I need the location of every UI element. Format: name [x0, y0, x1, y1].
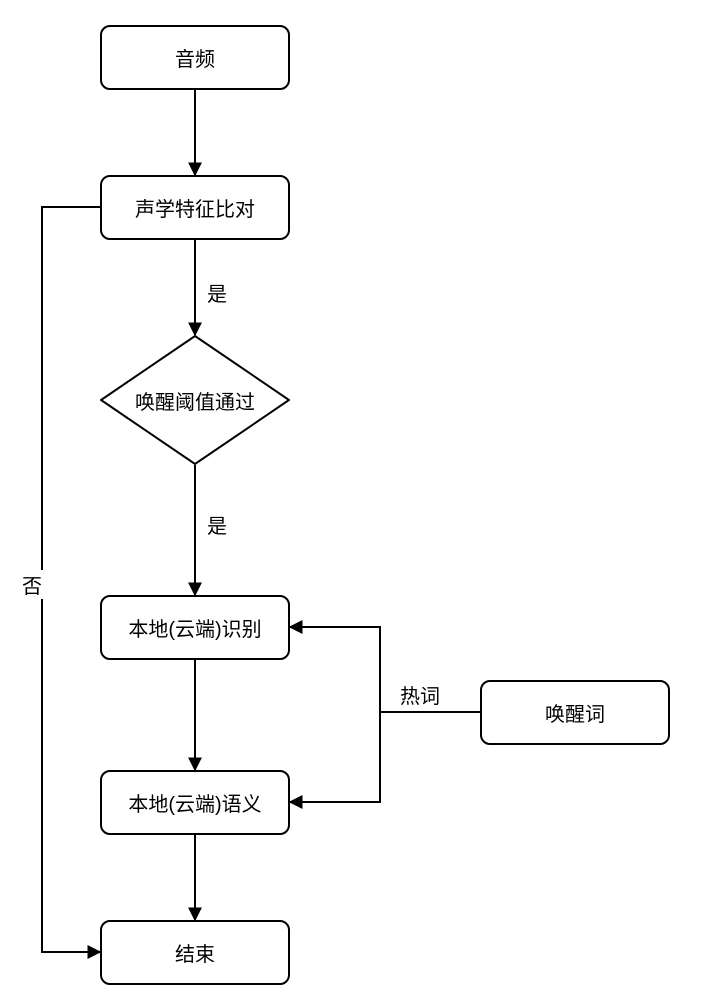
- node-end: 结束: [100, 920, 290, 985]
- edge-hotword-down: [290, 712, 380, 802]
- node-label: 本地(云端)语义: [128, 788, 261, 817]
- node-wakeword: 唤醒词: [480, 680, 670, 745]
- node-label: 唤醒词: [545, 698, 605, 727]
- node-audio: 音频: [100, 25, 290, 90]
- node-acoustic: 声学特征比对: [100, 175, 290, 240]
- edge-label-no: 否: [20, 570, 44, 599]
- node-threshold: 唤醒阈值通过: [100, 335, 290, 465]
- edge-label-hotword: 热词: [398, 680, 442, 709]
- edge-hotword-up: [290, 627, 480, 712]
- edges-layer: [0, 0, 703, 1000]
- node-label: 本地(云端)识别: [128, 613, 261, 642]
- edge-label-yes1: 是: [205, 278, 229, 307]
- node-label: 结束: [175, 938, 215, 967]
- edge-label-yes2: 是: [205, 510, 229, 539]
- node-label: 唤醒阈值通过: [135, 386, 255, 415]
- node-recognize: 本地(云端)识别: [100, 595, 290, 660]
- node-semantic: 本地(云端)语义: [100, 770, 290, 835]
- node-label: 音频: [175, 43, 215, 72]
- edge-no: [42, 207, 100, 952]
- node-label: 声学特征比对: [135, 193, 255, 222]
